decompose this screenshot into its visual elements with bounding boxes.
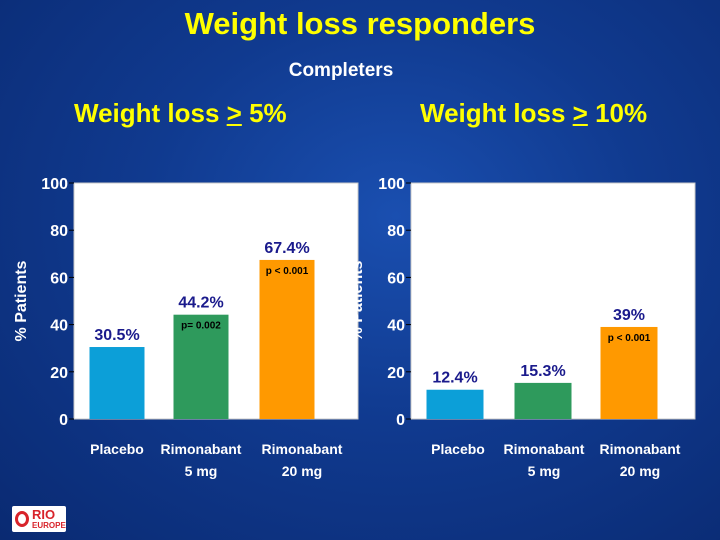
data-label: 44.2% [178, 295, 223, 312]
y-tick-label: 100 [378, 176, 405, 193]
bar-rimonabant-20mg [600, 326, 658, 419]
panel-title-prefix: Weight loss [74, 98, 227, 128]
category-label: Placebo [90, 441, 144, 457]
category-label: 5 mg [528, 463, 561, 479]
panel-title-10pct: Weight loss > 10% [420, 98, 647, 129]
p-value-annotation: p < 0.001 [266, 266, 309, 277]
data-label: 67.4% [264, 240, 309, 257]
logo-ring-icon [15, 511, 29, 527]
y-tick-label: 0 [59, 412, 68, 429]
p-value-annotation: p < 0.001 [608, 333, 651, 344]
y-tick-label: 20 [387, 365, 405, 382]
y-tick-label: 40 [50, 318, 68, 335]
category-label: 5 mg [185, 463, 218, 479]
bar-rimonabant-5mg [173, 314, 229, 419]
slide-title: Weight loss responders [184, 6, 536, 41]
bar-placebo [426, 389, 484, 419]
category-label: 20 mg [282, 463, 322, 479]
y-tick-label: 80 [50, 223, 68, 240]
y-tick-label: 0 [396, 412, 405, 429]
y-axis-title: % Patients [13, 260, 30, 341]
bar-placebo [89, 347, 145, 419]
panel-title-suffix: 10% [587, 98, 648, 128]
panel-title-symbol: > [572, 98, 588, 128]
logo-text-main: RIO [32, 507, 56, 522]
data-label: 30.5% [94, 327, 139, 344]
y-tick-label: 60 [387, 270, 405, 287]
panel-title-5pct: Weight loss > 5% [74, 98, 287, 129]
panel-title-suffix: 5% [241, 98, 287, 128]
data-label: 12.4% [432, 370, 477, 387]
category-label: Rimonabant [262, 441, 343, 457]
panel-title-symbol: > [226, 98, 242, 128]
category-label: Rimonabant [504, 441, 585, 457]
y-axis-title: % Patients [349, 260, 366, 341]
y-tick-label: 80 [387, 223, 405, 240]
category-label: 20 mg [620, 463, 660, 479]
logo-text-sub: EUROPE [32, 521, 66, 530]
y-tick-label: 60 [50, 270, 68, 287]
y-tick-label: 40 [387, 318, 405, 335]
category-label: Rimonabant [161, 441, 242, 457]
data-label: 15.3% [520, 363, 565, 380]
panel-title-prefix: Weight loss [420, 98, 573, 128]
rio-europe-logo: RIO EUROPE [12, 506, 66, 532]
data-label: 39% [613, 307, 645, 324]
category-label: Placebo [431, 441, 485, 457]
bar-rimonabant-20mg [259, 259, 315, 419]
bar-rimonabant-5mg [514, 382, 572, 419]
category-label: Rimonabant [600, 441, 681, 457]
p-value-annotation: p= 0.002 [181, 321, 221, 332]
slide-subtitle: Completers [288, 60, 394, 81]
y-tick-label: 100 [41, 176, 68, 193]
y-tick-label: 20 [50, 365, 68, 382]
